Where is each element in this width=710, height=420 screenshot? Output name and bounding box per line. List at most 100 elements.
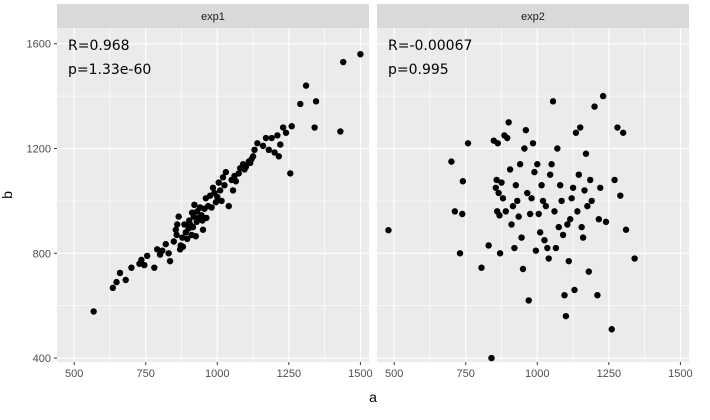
data-point: [493, 176, 500, 184]
data-point: [274, 132, 281, 139]
data-point: [535, 210, 542, 218]
data-point: [116, 269, 124, 277]
data-point: [494, 140, 501, 147]
plot-area-exp2: [377, 28, 689, 362]
data-point: [528, 195, 535, 202]
data-point: [225, 202, 232, 210]
data-point: [584, 202, 591, 210]
data-point: [232, 178, 240, 185]
data-point: [312, 98, 320, 105]
data-point: [577, 124, 584, 131]
data-point: [459, 210, 466, 218]
data-point: [128, 264, 135, 271]
data-point: [191, 201, 198, 209]
data-point: [242, 163, 250, 171]
data-point: [464, 140, 472, 147]
x-tick-label: 500: [65, 368, 83, 380]
data-point: [504, 134, 511, 142]
x-tick-label: 1000: [205, 368, 229, 380]
data-point: [262, 134, 270, 142]
data-point: [216, 187, 224, 194]
data-point: [551, 208, 558, 215]
data-point: [221, 181, 228, 189]
panel-exp2: exp2 R=-0.00067 p=0.995 500 750 1000 1250 15…: [377, 4, 693, 380]
data-point: [172, 226, 179, 233]
data-point: [170, 238, 177, 245]
y-tick-label: 400: [33, 353, 51, 365]
data-point: [569, 184, 577, 191]
strip-label-exp2: exp2: [521, 11, 545, 23]
data-point: [536, 229, 544, 236]
x-tick-label: 1500: [348, 368, 372, 380]
data-point: [478, 264, 485, 271]
data-point: [564, 221, 571, 228]
data-point: [558, 197, 565, 205]
data-point: [574, 208, 581, 215]
data-point: [531, 168, 538, 176]
data-point: [151, 264, 158, 271]
data-point: [179, 234, 186, 241]
data-point: [166, 257, 174, 265]
data-point: [162, 240, 169, 248]
data-point: [575, 171, 582, 178]
data-point: [495, 189, 502, 197]
data-point: [499, 195, 507, 202]
x-tick-label: 500: [385, 368, 403, 380]
data-point: [109, 284, 117, 292]
data-point: [608, 326, 615, 333]
data-point: [218, 197, 225, 205]
data-point: [599, 92, 607, 100]
data-point: [617, 192, 624, 199]
data-point: [496, 250, 504, 257]
data-point: [588, 197, 595, 205]
data-point: [622, 226, 630, 233]
y-axis-title: b: [0, 191, 15, 199]
data-point: [614, 124, 621, 131]
data-point: [565, 257, 572, 265]
data-point: [511, 244, 518, 252]
data-point: [571, 286, 578, 294]
correlation-label-exp1: R=0.968: [68, 38, 130, 54]
data-point: [597, 184, 604, 191]
data-point: [90, 308, 97, 315]
p-value-label-exp1: p=1.33e-60: [68, 62, 151, 78]
data-point: [189, 223, 197, 231]
data-point: [219, 174, 227, 181]
points-exp2: [385, 92, 638, 362]
data-point: [259, 142, 267, 150]
data-point: [534, 161, 541, 168]
data-point: [212, 199, 220, 206]
data-point: [512, 181, 520, 189]
data-point: [190, 213, 198, 220]
y-tick-label: 800: [33, 248, 51, 260]
data-point: [594, 292, 601, 299]
data-point: [509, 202, 517, 210]
data-point: [488, 354, 495, 362]
data-point: [549, 98, 557, 105]
data-point: [567, 216, 574, 223]
y-tick-label: 1200: [27, 144, 51, 156]
data-point: [340, 58, 347, 66]
data-point: [524, 189, 531, 197]
data-point: [552, 244, 560, 252]
data-point: [582, 150, 590, 157]
data-point: [526, 210, 534, 218]
data-point: [287, 170, 294, 177]
data-point: [521, 145, 528, 152]
x-tick-label: 750: [137, 368, 155, 380]
data-point: [485, 242, 492, 249]
data-point: [122, 276, 129, 284]
data-point: [538, 181, 545, 189]
data-point: [181, 221, 188, 228]
data-point: [515, 213, 522, 220]
data-point: [514, 197, 521, 205]
data-point: [578, 223, 585, 231]
data-point: [548, 161, 555, 168]
data-point: [556, 181, 564, 189]
y-tick-label: 1600: [27, 39, 51, 51]
x-tick-label: 1250: [277, 368, 301, 380]
data-point: [203, 214, 210, 222]
data-point: [568, 195, 575, 202]
data-point: [209, 184, 217, 191]
data-point: [532, 247, 540, 254]
